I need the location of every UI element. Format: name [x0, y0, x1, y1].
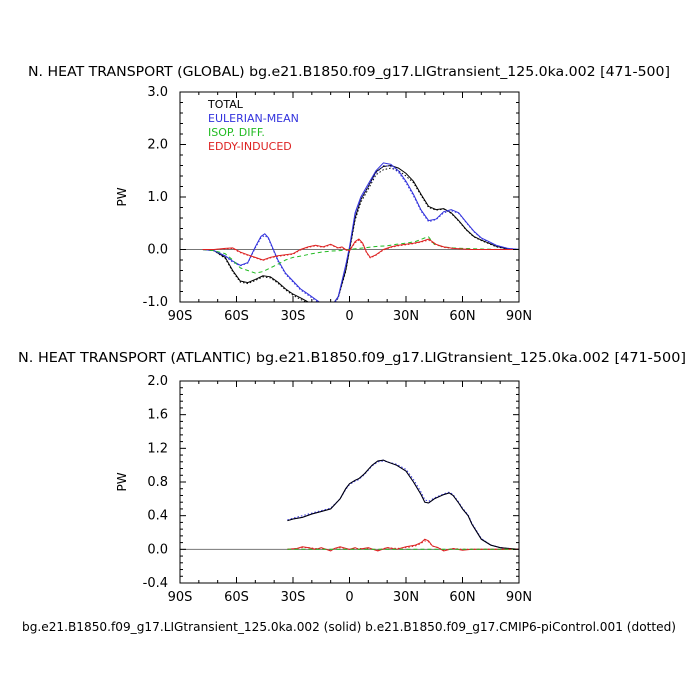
atlantic-y-tick-label: 0.0 [147, 542, 168, 557]
atlantic-x-tick-label: 0 [345, 590, 353, 605]
atlantic-x-tick-label: 90S [168, 590, 193, 605]
global-series-total-solid [202, 164, 519, 302]
global-x-tick-label: 30N [393, 309, 419, 324]
global-series-total-dotted [202, 167, 519, 302]
atlantic-y-tick-label: 0.8 [147, 475, 168, 490]
legend-entry-eulerian: EULERIAN-MEAN [208, 112, 299, 125]
atlantic-x-tick-label: 90N [506, 590, 532, 605]
atlantic-y-tick-label: 1.2 [147, 441, 168, 456]
global-series-eulerian-dotted [202, 164, 519, 302]
atlantic-series-eulerian-dotted [287, 460, 519, 550]
atlantic-chart-title: N. HEAT TRANSPORT (ATLANTIC) bg.e21.B185… [18, 351, 686, 366]
global-y-tick-label: -1.0 [143, 295, 168, 310]
atlantic-y-tick-label: 1.6 [147, 408, 168, 423]
global-y-tick-label: 3.0 [147, 85, 168, 100]
legend-entry-isop: ISOP. DIFF. [208, 126, 265, 139]
global-series-eddy-solid [202, 238, 519, 261]
atlantic-y-tick-label: 2.0 [147, 374, 168, 389]
global-x-tick-label: 0 [345, 309, 353, 324]
atlantic-y-tick-label: 0.4 [147, 509, 168, 524]
global-x-tick-label: 90S [168, 309, 193, 324]
atlantic-x-tick-label: 30N [393, 590, 419, 605]
global-y-tick-label: 2.0 [147, 138, 168, 153]
global-series-group [202, 162, 519, 302]
legend-entry-total: TOTAL [207, 98, 244, 111]
global-x-tick-label: 60N [449, 309, 475, 324]
global-y-tick-label: 1.0 [147, 190, 168, 205]
atlantic-series-eulerian-solid [287, 459, 519, 550]
global-panel: N. HEAT TRANSPORT (GLOBAL) bg.e21.B1850.… [28, 65, 670, 324]
atlantic-series-total-solid [287, 459, 519, 550]
global-y-axis-label: PW [115, 187, 129, 206]
atlantic-y-axis-label: PW [115, 472, 129, 491]
atlantic-x-tick-label: 60S [224, 590, 249, 605]
atlantic-panel: N. HEAT TRANSPORT (ATLANTIC) bg.e21.B185… [18, 351, 686, 605]
atlantic-series-eddy-dotted [287, 540, 519, 551]
footer-caption: bg.e21.B1850.f09_g17.LIGtransient_125.0k… [22, 620, 676, 634]
global-chart-title: N. HEAT TRANSPORT (GLOBAL) bg.e21.B1850.… [28, 65, 670, 80]
atlantic-plot-frame [179, 380, 520, 584]
global-x-tick-label: 60S [224, 309, 249, 324]
legend-entry-eddy: EDDY-INDUCED [208, 140, 292, 153]
global-y-tick-label: 0.0 [147, 243, 168, 258]
atlantic-series-group [287, 459, 519, 552]
atlantic-y-tick-label: -0.4 [143, 576, 168, 591]
global-x-tick-label: 30S [281, 309, 306, 324]
atlantic-x-tick-label: 60N [449, 590, 475, 605]
global-x-tick-label: 90N [506, 309, 532, 324]
atlantic-x-tick-label: 30S [281, 590, 306, 605]
